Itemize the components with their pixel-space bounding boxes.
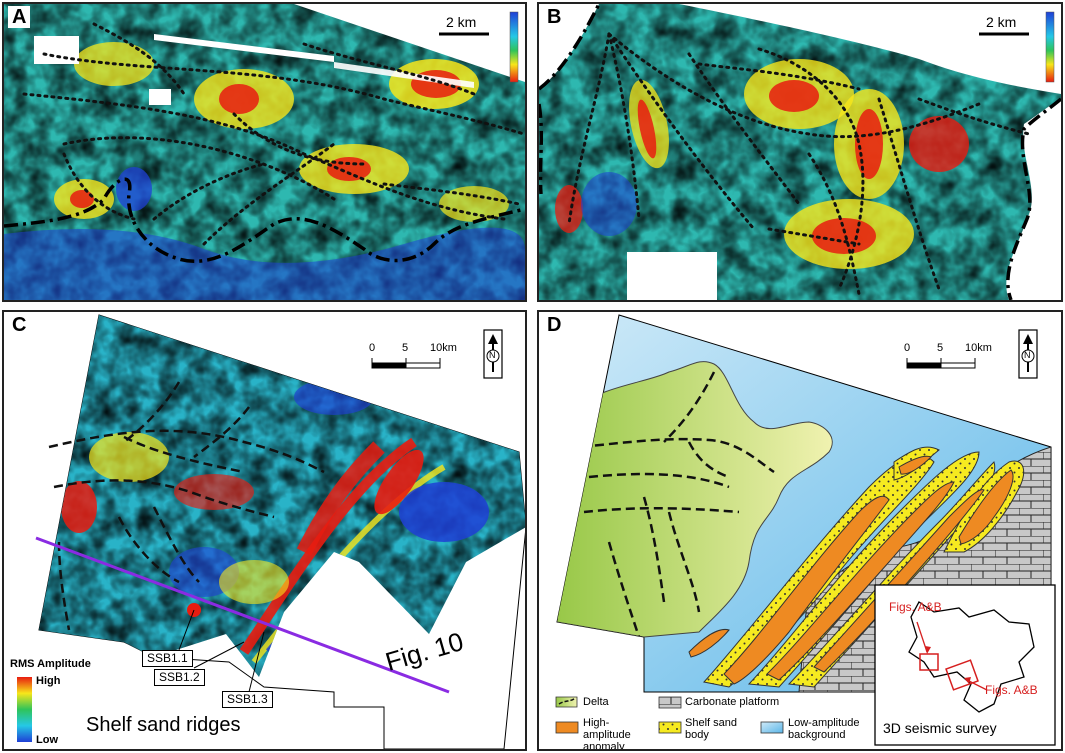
scale-tick-5: 5 <box>402 342 409 354</box>
panel-b-colorbar <box>1045 11 1055 83</box>
panel-d-scale-bar <box>906 358 976 369</box>
panel-d-high-amp-anomalies <box>688 455 1014 685</box>
legend-high-amplitude-anomaly: High-amplitude anomaly <box>583 717 631 751</box>
panel-c-map-graphic <box>17 314 525 749</box>
panel-letter: A <box>8 6 31 28</box>
panel-c-delta-channels <box>48 381 325 631</box>
inset-title: 3D seismic survey <box>883 720 997 736</box>
panel-d-delta-channels <box>580 371 775 638</box>
scale-tick-0: 0 <box>904 342 911 354</box>
panel-b-boundary-line <box>539 4 1061 300</box>
panel-b-no-data <box>627 252 717 300</box>
legend-delta: Delta <box>583 696 609 708</box>
inset-label-figs-ab-top: Figs. A&B <box>889 600 942 614</box>
scale-tick-0: 0 <box>369 342 376 354</box>
panel-b-high-amp-zones <box>555 59 969 269</box>
legend-shelf-sand-body: Shelf sand body <box>685 717 737 741</box>
panel-a-outside-survey <box>294 4 525 82</box>
panel-letter: C <box>8 314 31 336</box>
scale-label: 2 km <box>446 14 477 30</box>
panel-c-legend-colorbar <box>17 677 32 742</box>
panel-a-map-graphic <box>4 4 525 300</box>
panel-c-title: Shelf sand ridges <box>86 714 241 736</box>
panel-d-north-arrow <box>1018 329 1038 379</box>
inset-marker-b <box>945 659 979 691</box>
panel-letter: D <box>543 314 566 336</box>
scale-tick-10km: 10km <box>430 342 457 354</box>
north-arrow-letter: N <box>489 350 496 360</box>
panel-c-scale-bar <box>371 358 441 369</box>
panel-d-inset-map <box>874 584 1056 746</box>
panel-c-rms-map: C 0 5 10km N SSB1.1 SSB1.2 SSB1.3 Fig. 1… <box>2 310 527 751</box>
legend-title: RMS Amplitude <box>10 658 91 670</box>
callout-ssb1-1: SSB1.1 <box>142 650 193 667</box>
scale-tick-5: 5 <box>937 342 944 354</box>
inset-label-figs-ab-right: Figs. A&B <box>985 683 1038 697</box>
scale-tick-10km: 10km <box>965 342 992 354</box>
scale-label: 2 km <box>986 14 1017 30</box>
panel-b-ridge-outlines <box>567 32 1031 296</box>
panel-b-amplitude-map: B 2 km <box>537 2 1063 302</box>
panel-c-north-arrow <box>483 329 503 379</box>
legend-carbonate-platform: Carbonate platform <box>685 696 780 708</box>
panel-d-delta <box>557 361 833 638</box>
panel-b-map-graphic <box>539 4 1061 300</box>
inset-marker-a <box>919 653 939 671</box>
legend-low-amplitude-background: Low-amplitude background <box>788 717 860 741</box>
panel-c-callout-leaders <box>178 609 265 693</box>
panel-a-ridge-outlines <box>22 22 525 246</box>
panel-d-legend-swatches <box>555 696 784 734</box>
legend-low: Low <box>36 734 58 746</box>
panel-d-map-graphic <box>555 314 1056 746</box>
panel-c-section-line <box>35 536 450 694</box>
callout-ssb1-3: SSB1.3 <box>222 691 273 708</box>
panel-a-boundary-line <box>4 177 525 263</box>
legend-high: High <box>36 675 61 687</box>
panel-a-amplitude-map: A 2 km <box>2 2 527 302</box>
panel-a-colorbar <box>509 11 519 83</box>
panel-letter: B <box>543 6 566 28</box>
callout-ssb1-2: SSB1.2 <box>154 669 205 686</box>
north-arrow-letter: N <box>1024 350 1031 360</box>
panel-d-interpretation: D 0 5 10km N Delta Carbonate platform Hi… <box>537 310 1063 751</box>
